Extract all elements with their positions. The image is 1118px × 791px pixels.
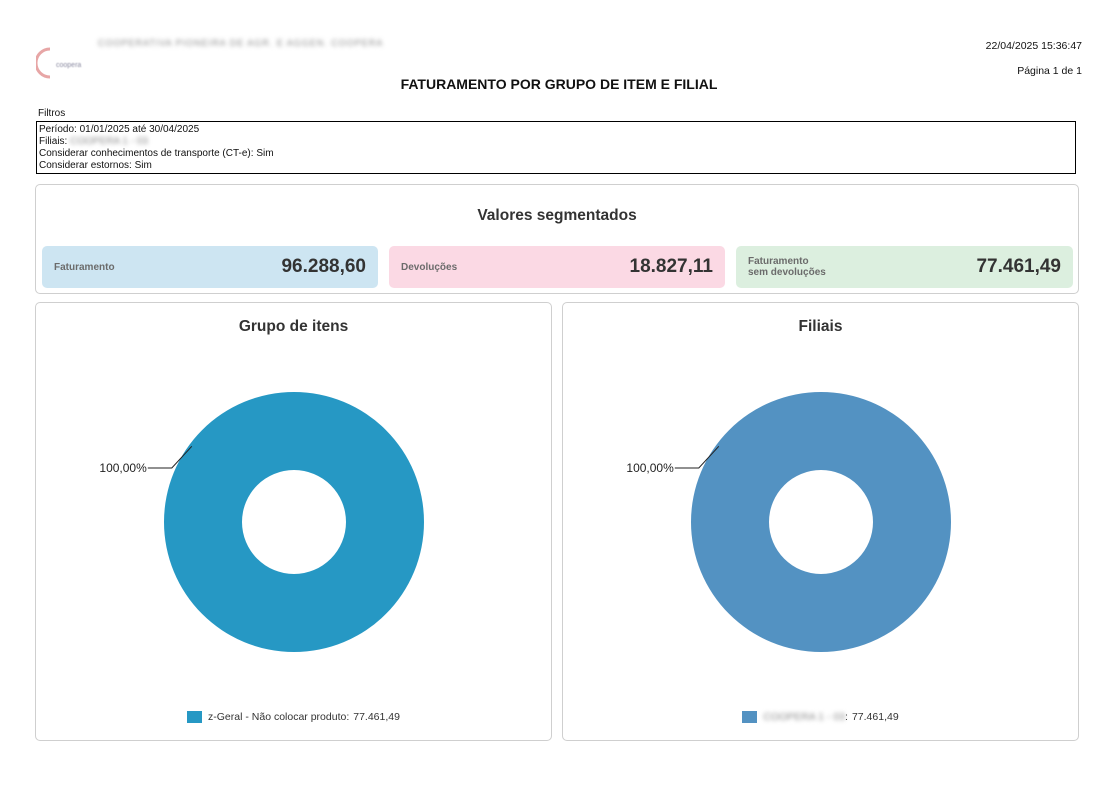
filters-box: Período: 01/01/2025 até 30/04/2025 Filia… [36,121,1076,174]
segmented-values-title: Valores segmentados [477,207,637,224]
filter-branches: Filiais: COOPERA 1 - 03 [39,136,1073,148]
filter-period: Período: 01/01/2025 até 30/04/2025 [39,124,200,135]
item-groups-chart-card: Grupo de itens 100,00% z-Geral - Não col… [35,302,552,741]
branches-donut-chart: 100,00% [626,392,951,652]
donut-slice [164,392,424,652]
legend-label: z-Geral - Não colocar produto [208,711,347,723]
branches-chart-title: Filiais [798,318,843,335]
kpi-net-revenue-label-line2: sem devoluções [748,267,826,278]
kpi-revenue: Faturamento 96.288,60 [42,246,378,288]
legend-value: 77.461,49 [353,711,400,723]
filter-reversals: Considerar estornos: Sim [39,160,152,171]
report-title: FATURAMENTO POR GRUPO DE ITEM E FILIAL [400,76,718,92]
kpi-returns-value: 18.827,11 [629,256,713,277]
company-name: COOPERATIVA PIONEIRA DE AGR. E AGGEN. CO… [98,38,384,48]
slice-leader-line [147,445,193,469]
kpi-revenue-value: 96.288,60 [281,256,366,277]
branches-chart-card: Filiais 100,00% COOPERA 1 - 03: 77.461,4… [562,302,1079,741]
kpi-revenue-label: Faturamento [54,261,115,273]
slice-percent-label: 100,00% [99,461,147,475]
slice-percent-label: 100,00% [626,461,674,475]
filter-branches-label: Filiais: [39,136,68,147]
svg-text:coopera: coopera [56,62,81,69]
kpi-returns-label: Devoluções [401,261,458,273]
kpi-returns: Devoluções 18.827,11 [389,246,725,288]
kpi-net-revenue-label: Faturamento sem devoluções [748,256,826,278]
filters-label: Filtros [38,108,66,119]
item-groups-donut-chart: 100,00% [99,392,424,652]
branches-legend: COOPERA 1 - 03: 77.461,49 [563,711,1078,723]
legend-label: COOPERA 1 - 03 [763,711,846,723]
report-datetime: 22/04/2025 15:36:47 [985,40,1082,52]
legend-value: 77.461,49 [851,711,899,723]
item-groups-chart-title: Grupo de itens [238,318,349,335]
donut-slice [691,392,951,652]
legend-swatch [187,711,203,723]
item-groups-legend: z-Geral - Não colocar produto: 77.461,49 [36,711,551,723]
filter-branches-value: COOPERA 1 - 03 [70,136,148,147]
company-logo: coopera [36,47,81,79]
kpi-net-revenue-label-line1: Faturamento [748,256,809,267]
slice-leader-line [674,445,720,469]
kpi-net-revenue: Faturamento sem devoluções 77.461,49 [736,246,1073,288]
page-number: Página 1 de 1 [1017,65,1082,77]
kpi-net-revenue-value: 77.461,49 [976,256,1061,277]
filter-cte: Considerar conhecimentos de transporte (… [39,148,274,159]
segmented-values-card: Valores segmentados Faturamento 96.288,6… [35,184,1079,294]
legend-swatch [742,711,758,723]
